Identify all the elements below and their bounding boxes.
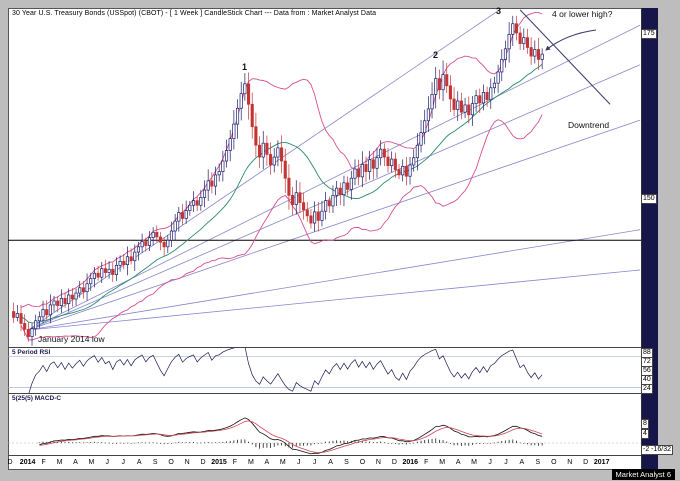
time-axis-year-label: 2015 xyxy=(211,459,227,466)
time-axis-month-label: O xyxy=(359,459,366,466)
time-axis-month-label: A xyxy=(455,459,461,466)
macd-scale-label: -2 -16/32 xyxy=(641,444,674,455)
macd-panel-label: 5(25(5) MACD-C xyxy=(12,395,62,402)
time-axis-month-label: M xyxy=(439,459,446,466)
macd-scale-label: 8 xyxy=(641,418,649,429)
price-scale-label: 150 xyxy=(641,193,657,204)
annotation-downtrend[interactable]: Downtrend xyxy=(568,120,610,130)
time-axis-month-label: O xyxy=(551,459,557,466)
time-axis-month-label: M xyxy=(56,459,63,466)
time-axis-month-label: M xyxy=(279,459,286,466)
time-axis[interactable]: D 2014 F M A M J J A S O N D 2015 F M A M J J A S O N D 2016 F M A M J… xyxy=(0,457,680,470)
time-axis-month-label: A xyxy=(519,459,525,466)
branding-badge: Market Analyst 6 xyxy=(611,469,675,480)
time-axis-month-label: S xyxy=(344,459,349,466)
time-axis-month-label: J xyxy=(504,459,508,466)
rsi-panel-label: 5 Period RSI xyxy=(12,349,51,356)
time-axis-month-label: D xyxy=(583,459,589,466)
price-scale-label: 175 xyxy=(641,28,657,39)
time-axis-month-label: D xyxy=(391,459,397,466)
time-axis-month-label: A xyxy=(73,459,78,466)
time-axis-month-label: M xyxy=(88,459,95,466)
time-axis-year-label: 2014 xyxy=(19,459,36,466)
time-axis-month-label: A xyxy=(264,459,270,466)
annotation-january-2014-low[interactable]: January 2014 low xyxy=(38,334,105,344)
time-axis-month-label: J xyxy=(488,459,492,466)
time-axis-month-label: S xyxy=(535,459,541,466)
time-axis-month-label: J xyxy=(121,459,126,466)
time-axis-month-label: F xyxy=(232,459,238,466)
time-axis-month-label: J xyxy=(312,459,317,466)
time-axis-month-label: N xyxy=(184,459,190,466)
time-axis-month-label: F xyxy=(424,459,429,466)
time-axis-month-label: N xyxy=(375,459,381,466)
macd-scale-label: 4 xyxy=(641,428,649,439)
time-axis-month-label: F xyxy=(41,459,46,466)
annotation-wave-3[interactable]: 3 xyxy=(496,6,502,16)
time-axis-month-label: J xyxy=(296,459,301,466)
chart-title: 30 Year U.S. Treasury Bonds (USSpot) (CB… xyxy=(12,10,377,17)
time-axis-month-label: O xyxy=(168,459,174,466)
time-axis-month-label: M xyxy=(247,459,254,466)
annotation-wave-4-question[interactable]: 4 or lower high? xyxy=(552,9,613,19)
time-axis-month-label: A xyxy=(328,459,333,466)
time-axis-month-label: D xyxy=(200,459,206,466)
time-axis-month-label: M xyxy=(471,459,478,466)
annotation-wave-1[interactable]: 1 xyxy=(242,62,248,72)
time-axis-year-label: 2017 xyxy=(593,459,610,466)
time-axis-month-label: J xyxy=(105,459,110,466)
time-axis-month-label: A xyxy=(136,459,142,466)
time-axis-month-label: D xyxy=(7,459,13,466)
time-axis-month-label: S xyxy=(152,459,158,466)
time-axis-year-label: 2016 xyxy=(402,459,419,466)
time-axis-month-label: N xyxy=(567,459,573,466)
annotation-wave-2[interactable]: 2 xyxy=(433,50,439,60)
rsi-scale-label: 24 xyxy=(641,383,653,394)
